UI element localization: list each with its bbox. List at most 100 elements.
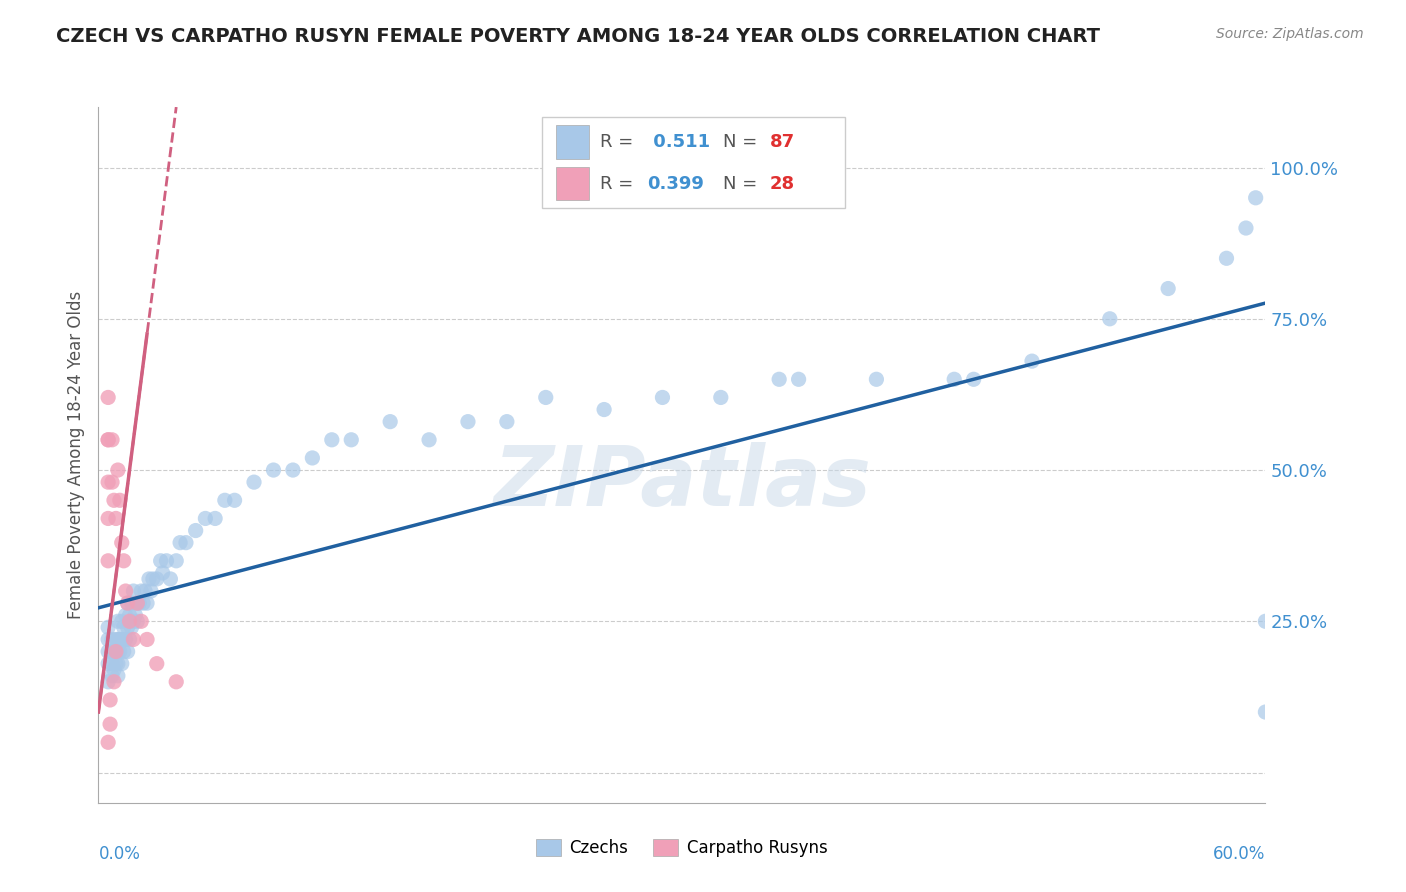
Point [107, 657, 129, 671]
Point [112, 644, 135, 658]
Point [146, 572, 169, 586]
Point [107, 615, 129, 629]
Point [97, 391, 120, 405]
Point [1157, 281, 1180, 295]
Point [104, 632, 127, 647]
Point [118, 632, 141, 647]
Point [111, 657, 134, 671]
Point [1234, 221, 1257, 235]
Point [134, 584, 156, 599]
Point [710, 391, 733, 405]
Point [121, 620, 143, 634]
FancyBboxPatch shape [555, 167, 589, 201]
Point [380, 415, 402, 429]
Point [104, 657, 127, 671]
Point [496, 415, 519, 429]
Point [97, 674, 120, 689]
Point [108, 644, 131, 658]
Point [243, 475, 266, 490]
Point [1244, 191, 1267, 205]
Point [103, 644, 125, 658]
Point [174, 535, 197, 549]
Y-axis label: Female Poverty Among 18-24 Year Olds: Female Poverty Among 18-24 Year Olds [66, 291, 84, 619]
Point [104, 511, 127, 525]
Point [281, 463, 304, 477]
Legend: Czechs, Carpatho Rusyns: Czechs, Carpatho Rusyns [530, 832, 834, 864]
Point [301, 450, 323, 465]
Point [132, 596, 155, 610]
Point [101, 657, 124, 671]
Point [121, 596, 143, 610]
Point [457, 415, 479, 429]
Point [112, 620, 135, 634]
Text: 60.0%: 60.0% [1213, 845, 1265, 863]
Point [124, 608, 146, 623]
Point [165, 674, 187, 689]
Text: 0.511: 0.511 [647, 133, 710, 151]
Point [122, 632, 145, 647]
Point [97, 657, 120, 671]
FancyBboxPatch shape [541, 118, 845, 208]
Point [321, 433, 343, 447]
Point [122, 615, 145, 629]
Point [117, 596, 139, 610]
Point [97, 433, 120, 447]
Point [122, 584, 145, 599]
Point [107, 632, 129, 647]
Text: 0.0%: 0.0% [98, 845, 141, 863]
Point [101, 644, 124, 658]
Point [103, 674, 125, 689]
Point [1254, 615, 1277, 629]
Point [129, 615, 152, 629]
Point [127, 615, 149, 629]
Point [962, 372, 984, 386]
Point [214, 493, 236, 508]
Point [224, 493, 246, 508]
Point [107, 644, 129, 658]
FancyBboxPatch shape [555, 125, 589, 159]
Point [1254, 705, 1277, 719]
Point [865, 372, 887, 386]
Point [418, 433, 440, 447]
Point [340, 433, 363, 447]
Text: 0.399: 0.399 [647, 175, 704, 193]
Text: N =: N = [723, 175, 762, 193]
Text: Source: ZipAtlas.com: Source: ZipAtlas.com [1216, 27, 1364, 41]
Point [204, 511, 226, 525]
Point [101, 669, 124, 683]
Text: N =: N = [723, 133, 762, 151]
Point [104, 644, 127, 658]
Point [117, 644, 139, 658]
Point [111, 632, 134, 647]
Point [107, 463, 129, 477]
Point [136, 632, 159, 647]
Point [534, 391, 557, 405]
Text: CZECH VS CARPATHO RUSYN FEMALE POVERTY AMONG 18-24 YEAR OLDS CORRELATION CHART: CZECH VS CARPATHO RUSYN FEMALE POVERTY A… [56, 27, 1101, 45]
Point [184, 524, 207, 538]
Point [101, 433, 124, 447]
Text: R =: R = [600, 175, 640, 193]
Point [97, 433, 120, 447]
Point [111, 615, 134, 629]
Point [1215, 252, 1237, 266]
Point [155, 554, 177, 568]
Point [146, 657, 169, 671]
Text: 28: 28 [769, 175, 794, 193]
Point [787, 372, 810, 386]
Point [98, 693, 121, 707]
Point [165, 554, 187, 568]
Point [593, 402, 616, 417]
Point [98, 717, 121, 731]
Point [142, 572, 165, 586]
Point [129, 584, 152, 599]
Point [97, 735, 120, 749]
Point [97, 554, 120, 568]
Point [152, 566, 174, 580]
Point [149, 554, 172, 568]
Point [97, 644, 120, 658]
Point [117, 620, 139, 634]
Point [138, 572, 160, 586]
Point [103, 663, 125, 677]
Point [111, 535, 134, 549]
Point [128, 596, 150, 610]
